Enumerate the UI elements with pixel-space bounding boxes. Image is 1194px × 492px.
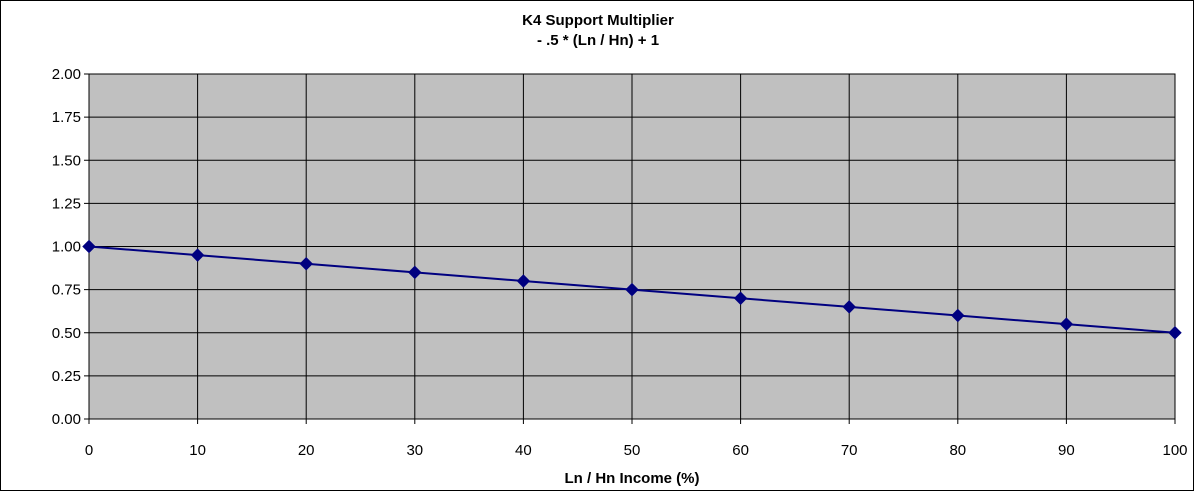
data-point [951,308,965,323]
y-tick-label: 0.00 [52,411,81,428]
y-tick-label: 2.00 [52,66,81,83]
data-point [842,300,856,314]
data-point [82,239,96,254]
chart-subtitle: - .5 * (Ln / Hn) + 1 [537,32,659,49]
data-point [1168,326,1182,340]
y-tick-label: 1.00 [52,239,81,256]
y-tick-label: 0.75 [52,282,81,299]
data-point [516,274,531,288]
x-axis-title: Ln / Hn Income (%) [565,470,700,487]
x-tick-label: 70 [841,442,858,459]
data-point [190,248,205,262]
x-tick-label: 10 [189,442,206,459]
data-point [1059,317,1074,331]
x-tick-label: 50 [624,442,641,459]
y-tick-label: 1.25 [52,195,81,212]
x-tick-label: 90 [1058,442,1075,459]
data-point [408,265,422,280]
y-tick-label: 1.75 [52,109,81,126]
plot-area: 0.00 0.25 0.50 0.75 1.00 1.25 1.50 1.75 2.00 0 10 2… [52,66,1188,459]
x-tick-label: 80 [949,442,966,459]
x-tick-label: 60 [732,442,749,459]
x-tick-label: 100 [1162,442,1187,459]
chart-title: K4 Support Multiplier [522,12,674,29]
y-tick-label: 0.50 [52,325,81,342]
y-tick-label: 0.25 [52,368,81,385]
x-tick-label: 30 [406,442,423,459]
x-tick-label: 0 [85,442,93,459]
x-tick-label: 40 [515,442,532,459]
data-point [299,257,313,271]
data-point [733,291,748,305]
x-tick-label: 20 [298,442,315,459]
data-point [625,282,639,297]
y-tick-label: 1.50 [52,152,81,169]
